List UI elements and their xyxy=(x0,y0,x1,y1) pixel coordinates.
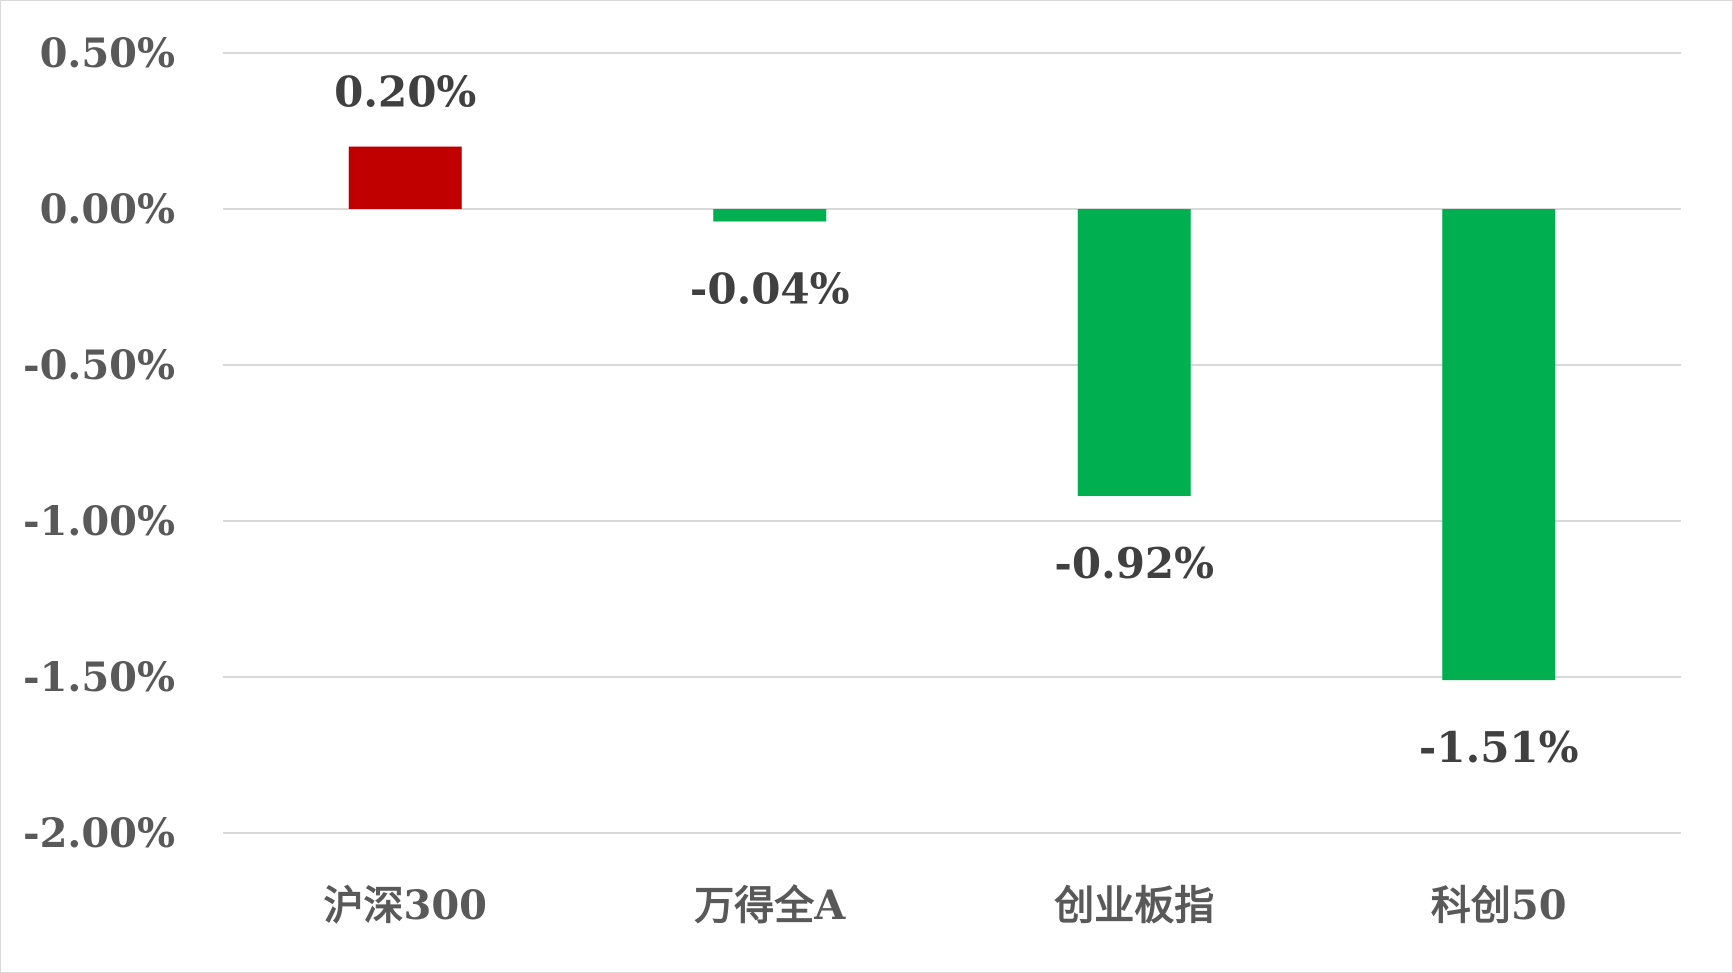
y-tick-label: 0.50% xyxy=(40,30,175,77)
y-tick-label: 0.00% xyxy=(40,186,175,233)
y-tick-label: -0.50% xyxy=(23,342,175,389)
x-tick-label: 沪深300 xyxy=(324,882,488,929)
bar xyxy=(713,209,827,222)
gridlines xyxy=(223,52,1681,834)
data-label: -0.04% xyxy=(690,264,850,313)
y-axis-tick-labels: 0.50% 0.00% -0.50% -1.00% -1.50% -2.00% xyxy=(23,30,175,857)
data-label: -1.51% xyxy=(1419,723,1579,772)
y-tick-label: -1.00% xyxy=(23,498,175,545)
y-tick-label: -2.00% xyxy=(23,810,175,857)
category-labels: 沪深300 万得全A 创业板指 科创50 xyxy=(324,882,1567,929)
data-label: 0.20% xyxy=(334,68,476,117)
y-tick-label: -1.50% xyxy=(23,654,175,701)
data-labels: 0.20% -0.04% -0.92% -1.51% xyxy=(334,68,1578,773)
bars xyxy=(348,146,1556,681)
data-label: -0.92% xyxy=(1054,539,1214,588)
bar xyxy=(1077,209,1191,497)
x-tick-label: 科创50 xyxy=(1431,882,1567,929)
bar xyxy=(1442,209,1556,681)
x-tick-label: 万得全A xyxy=(694,882,846,929)
x-tick-label: 创业板指 xyxy=(1054,882,1214,929)
bar xyxy=(348,146,462,209)
